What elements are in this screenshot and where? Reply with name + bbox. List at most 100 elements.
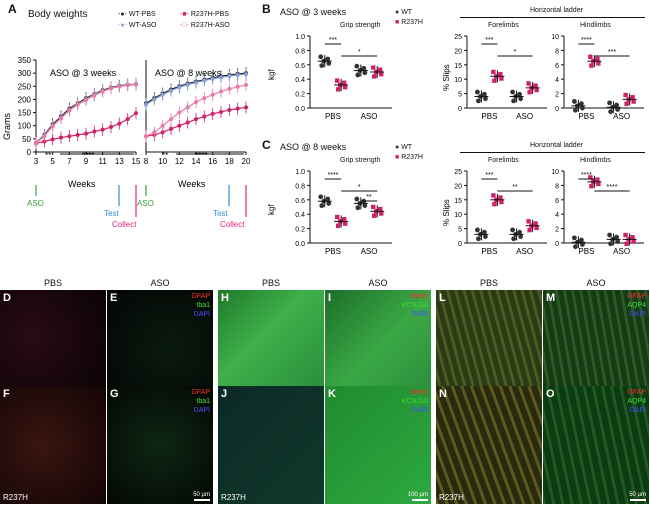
y-tick-label: 4 <box>555 212 559 219</box>
data-point <box>117 84 122 89</box>
sig-label: *** <box>485 172 493 179</box>
a-ylabel: Grams <box>2 113 12 141</box>
dot-r237h <box>498 195 503 200</box>
dot-r237h <box>631 239 636 244</box>
dot-r237h <box>334 78 340 83</box>
x-tick-label: 12 <box>175 157 184 166</box>
genotype-label: R237H <box>221 493 246 502</box>
dot-r237h <box>630 235 635 240</box>
dot-r237h <box>595 177 600 182</box>
stain-label: DAPI <box>411 407 428 414</box>
b-forelimbs-title: Forelimbs <box>488 22 519 29</box>
stain-legend: GFAP AQP4 DAPI <box>627 388 646 415</box>
y-tick-label: 10 <box>551 34 559 41</box>
dot-r237h <box>379 72 384 77</box>
panel-letter: I <box>328 292 332 304</box>
dot-wt <box>355 205 361 211</box>
dot-r237h <box>527 227 532 233</box>
sig-label: *** <box>608 49 616 56</box>
c-grip-ylabel: kgf <box>267 204 276 215</box>
col-title-6: ASO <box>586 278 606 288</box>
data-point <box>185 82 190 87</box>
panel-letter: K <box>328 388 336 400</box>
y-tick-label: 5 <box>458 92 462 99</box>
y-tick-label: 25 <box>454 34 462 41</box>
y-tick-label: 50 <box>22 135 31 144</box>
data-point <box>84 97 88 102</box>
y-tick-label: 10 <box>454 212 462 219</box>
a-right-test-marker: Test <box>213 209 228 218</box>
y-tick-label: 0 <box>555 106 559 113</box>
stain-label: GFAP <box>627 389 646 396</box>
y-tick-label: 200 <box>18 95 32 104</box>
dot-wt <box>608 109 613 115</box>
col-title-4: ASO <box>368 278 388 288</box>
x-group-label: ASO <box>516 112 533 121</box>
dot-wt <box>318 54 324 60</box>
data-point <box>210 111 215 116</box>
micrograph-o: O GFAP AQP4 DAPI 50 µm <box>543 386 649 504</box>
micrograph-n: N R237H <box>436 386 542 504</box>
y-tick-label: 15 <box>454 198 462 205</box>
y-tick-label: 0.2 <box>295 227 305 234</box>
data-point <box>235 106 240 111</box>
dot-wt <box>573 244 578 250</box>
a-right-sig2: **** <box>195 151 207 160</box>
dot-wt <box>518 234 523 239</box>
x-group-label: PBS <box>481 247 497 256</box>
dot-wt <box>362 70 368 76</box>
dot-wt <box>615 107 620 112</box>
data-point <box>34 141 38 146</box>
dot-r237h <box>526 219 531 224</box>
stain-label: DAPI <box>629 311 646 318</box>
dot-wt <box>319 63 325 68</box>
micrograph-f: F R237H <box>0 386 106 504</box>
stain-label: DAPI <box>411 311 428 318</box>
c-hindlimbs-title: Hindlimbs <box>580 157 611 164</box>
data-point <box>177 110 182 115</box>
c-ladder-rule <box>460 152 645 153</box>
data-point <box>160 123 165 128</box>
dot-r237h <box>498 71 503 77</box>
panel-c-letter: C <box>262 138 271 152</box>
data-point <box>125 117 130 122</box>
dot-wt <box>318 194 324 200</box>
y-tick-label: 6 <box>555 198 559 205</box>
data-point <box>134 82 138 87</box>
data-point <box>169 88 173 93</box>
data-point <box>244 105 248 110</box>
data-point <box>144 134 148 139</box>
dot-wt <box>511 98 516 104</box>
micrograph-image <box>325 386 431 504</box>
dot-wt <box>615 239 620 244</box>
data-point <box>134 111 138 116</box>
y-tick-label: 250 <box>18 82 32 91</box>
y-tick-label: 0 <box>458 106 462 113</box>
dot-r237h <box>335 223 341 228</box>
data-point <box>100 89 105 94</box>
y-tick-label: 15 <box>454 63 462 70</box>
panel-b-letter: B <box>262 2 271 16</box>
a-right-aso-marker: ASO <box>137 199 154 208</box>
dot-r237h <box>534 87 539 93</box>
dot-wt <box>580 242 585 247</box>
dot-wt <box>326 61 332 66</box>
c-legend: ● WT ■ R237H <box>395 143 423 163</box>
data-point <box>125 83 130 88</box>
data-point <box>219 75 223 80</box>
a-left-subtitle: ASO @ 3 weeks <box>50 68 117 78</box>
dot-wt <box>476 236 481 242</box>
dot-wt <box>510 89 515 95</box>
sig-label: **** <box>607 184 618 191</box>
dot-wt <box>354 196 360 202</box>
a-left-collect-marker: Collect <box>112 220 137 229</box>
dot-wt <box>572 99 577 104</box>
stain-legend: NeuN KCNJ10 DAPI <box>402 388 428 415</box>
panel-letter: E <box>110 292 118 304</box>
dot-wt <box>517 229 522 235</box>
c-grip-title: Grip strength <box>340 157 381 164</box>
x-tick-label: 20 <box>242 157 251 166</box>
x-tick-label: 5 <box>50 157 55 166</box>
data-point <box>92 129 97 134</box>
dot-wt <box>482 229 487 235</box>
